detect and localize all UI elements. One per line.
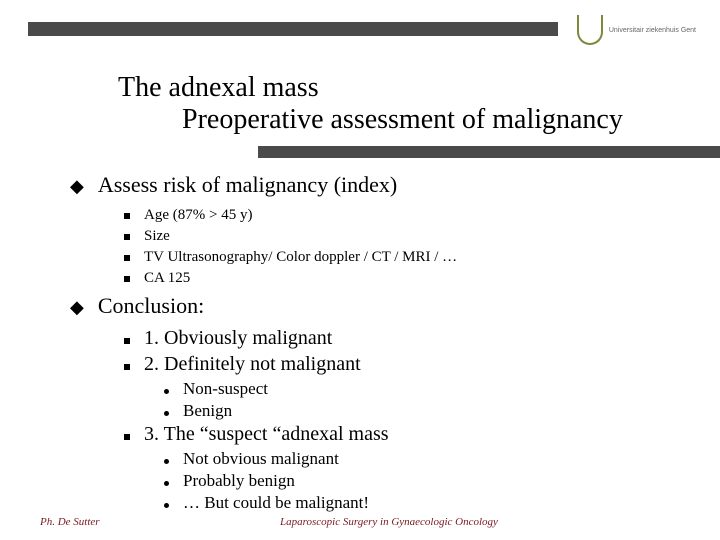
bullet-level3: … But could be malignant! bbox=[164, 493, 690, 513]
bullet-text: 2. Definitely not malignant bbox=[144, 353, 361, 376]
bullet-level1: ◆ Conclusion: bbox=[70, 293, 690, 319]
dot-bullet-icon bbox=[164, 481, 169, 486]
bullet-level2: 2. Definitely not malignant bbox=[124, 353, 690, 376]
logo: Universitair ziekenhuis Gent bbox=[576, 10, 696, 50]
bullet-text: Conclusion: bbox=[98, 293, 204, 319]
bullet-text: … But could be malignant! bbox=[183, 493, 369, 513]
bullet-text: Not obvious malignant bbox=[183, 449, 339, 469]
bullet-text: 1. Obviously malignant bbox=[144, 327, 332, 350]
bullet-text: Age (87% > 45 y) bbox=[144, 207, 252, 224]
square-bullet-icon bbox=[124, 364, 130, 370]
bullet-text: Assess risk of malignancy (index) bbox=[98, 172, 397, 198]
square-bullet-icon bbox=[124, 255, 130, 261]
bullet-text: Probably benign bbox=[183, 471, 295, 491]
bullet-level3: Not obvious malignant bbox=[164, 449, 690, 469]
square-bullet-icon bbox=[124, 234, 130, 240]
square-bullet-icon bbox=[124, 213, 130, 219]
square-bullet-icon bbox=[124, 338, 130, 344]
mid-bar bbox=[258, 146, 720, 158]
bullet-level2: Size bbox=[124, 227, 690, 245]
bullet-text: Non-suspect bbox=[183, 379, 268, 399]
logo-icon bbox=[577, 15, 603, 45]
bullet-level3: Probably benign bbox=[164, 471, 690, 491]
title-line-1: The adnexal mass bbox=[118, 72, 623, 104]
bullet-level2: Age (87% > 45 y) bbox=[124, 206, 690, 224]
square-bullet-icon bbox=[124, 434, 130, 440]
dot-bullet-icon bbox=[164, 389, 169, 394]
bullet-text: Benign bbox=[183, 401, 232, 421]
bullet-level1: ◆ Assess risk of malignancy (index) bbox=[70, 172, 690, 198]
bullet-level3: Non-suspect bbox=[164, 379, 690, 399]
bullet-level2: 1. Obviously malignant bbox=[124, 327, 690, 350]
slide-title: The adnexal mass Preoperative assessment… bbox=[118, 72, 623, 136]
dot-bullet-icon bbox=[164, 459, 169, 464]
diamond-bullet-icon: ◆ bbox=[70, 176, 84, 197]
footer-title: Laparoscopic Surgery in Gynaecologic Onc… bbox=[280, 516, 498, 528]
diamond-bullet-icon: ◆ bbox=[70, 297, 84, 318]
bullet-text: Size bbox=[144, 228, 170, 245]
square-bullet-icon bbox=[124, 276, 130, 282]
bullet-level2: 3. The “suspect “adnexal mass bbox=[124, 423, 690, 446]
bullet-text: 3. The “suspect “adnexal mass bbox=[144, 423, 389, 446]
subsublist: Not obvious malignant Probably benign … … bbox=[164, 449, 690, 513]
bullet-level2: TV Ultrasonography/ Color doppler / CT /… bbox=[124, 248, 690, 266]
bullet-level2: CA 125 bbox=[124, 269, 690, 287]
slide-content: ◆ Assess risk of malignancy (index) Age … bbox=[70, 172, 690, 519]
bullet-level3: Benign bbox=[164, 401, 690, 421]
top-bar bbox=[28, 22, 558, 36]
title-line-2: Preoperative assessment of malignancy bbox=[182, 104, 623, 136]
footer-author: Ph. De Sutter bbox=[40, 516, 100, 528]
logo-text: Universitair ziekenhuis Gent bbox=[609, 27, 696, 34]
dot-bullet-icon bbox=[164, 503, 169, 508]
sublist: Age (87% > 45 y) Size TV Ultrasonography… bbox=[124, 206, 690, 287]
subsublist: Non-suspect Benign bbox=[164, 379, 690, 421]
sublist: 1. Obviously malignant 2. Definitely not… bbox=[124, 327, 690, 513]
bullet-text: CA 125 bbox=[144, 270, 190, 287]
bullet-text: TV Ultrasonography/ Color doppler / CT /… bbox=[144, 249, 457, 266]
dot-bullet-icon bbox=[164, 411, 169, 416]
